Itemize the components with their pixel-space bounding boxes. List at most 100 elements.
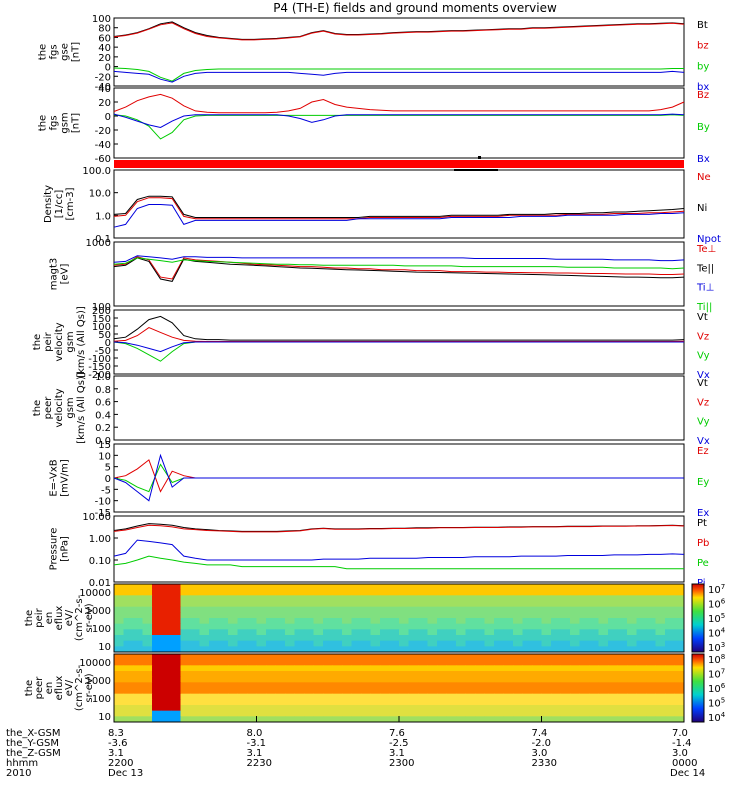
spectrogram-cell: [475, 635, 485, 642]
spectrogram-cell: [541, 612, 552, 619]
spectrogram-cell: [342, 584, 352, 591]
spectrogram-cell: [114, 606, 124, 613]
spectrogram-cell: [674, 623, 685, 630]
spectrogram-cell: [332, 601, 343, 608]
spectrogram-cell: [323, 710, 333, 717]
spectrogram-cell: [361, 705, 371, 712]
spectrogram-cell: [627, 623, 637, 630]
spectrogram-cell: [114, 646, 124, 653]
spectrogram-cell: [380, 606, 390, 613]
spectrogram-cell: [646, 693, 656, 700]
spectrogram-cell: [522, 705, 533, 712]
spectrogram-cell: [389, 671, 400, 678]
spectrogram-cell: [142, 646, 153, 653]
spectrogram-cell: [294, 629, 305, 636]
spectrogram-cell: [332, 659, 343, 666]
spectrogram-cell: [665, 654, 675, 661]
spectrogram-cell: [161, 606, 172, 613]
spectrogram-cell: [199, 705, 210, 712]
spectrogram-cell: [190, 676, 200, 683]
y-tick-label: -200: [88, 370, 111, 381]
spectrogram-cell: [218, 654, 229, 661]
spectrogram-cell: [237, 671, 248, 678]
spectrogram-cell: [589, 693, 599, 700]
spectrogram-cell: [617, 693, 628, 700]
spectrogram-cell: [304, 640, 314, 647]
spectrogram-cell: [551, 716, 561, 723]
spectrogram-cell: [342, 676, 352, 683]
spectrogram-cell: [171, 654, 181, 661]
spectrogram-cell: [674, 710, 685, 717]
spectrogram-cell: [161, 705, 172, 712]
colorbar-tick-label: 105: [708, 612, 725, 625]
spectrogram-cell: [171, 665, 181, 672]
spectrogram-cell: [674, 646, 685, 653]
spectrogram-cell: [152, 699, 162, 706]
spectrogram-cell: [399, 646, 409, 653]
spectrogram-cell: [475, 623, 485, 630]
spectrogram-cell: [256, 640, 267, 647]
spectrogram-cell: [627, 595, 637, 602]
spectrogram-cell: [161, 601, 172, 608]
spectrogram-y-tick-label: 1000: [86, 606, 111, 617]
spectrogram-cell: [541, 623, 552, 630]
spectrogram-cell: [636, 710, 647, 717]
spectrogram-cell: [313, 606, 324, 613]
spectrogram-cell: [532, 654, 542, 661]
spectrogram-cell: [180, 671, 191, 678]
spectrogram-cell: [446, 646, 457, 653]
spectrogram-cell: [304, 635, 314, 642]
spectrogram-cell: [370, 716, 381, 723]
spectrogram-cell: [589, 682, 599, 689]
spectrogram-cell: [361, 606, 371, 613]
spectrogram-cell: [228, 705, 238, 712]
year-label: 2010: [6, 768, 31, 779]
spectrogram-cell: [522, 693, 533, 700]
spectrogram-cell: [228, 676, 238, 683]
spectrogram-cell: [294, 716, 305, 723]
spectrogram-cell: [665, 682, 675, 689]
spectrogram-cell: [142, 659, 153, 666]
spectrogram-cell: [332, 716, 343, 723]
spectrogram-cell: [418, 716, 428, 723]
spectrogram-cell: [636, 699, 647, 706]
spectrogram-cell: [180, 601, 191, 608]
spectrogram-cell: [180, 646, 191, 653]
spectrogram-cell: [180, 659, 191, 666]
spectrogram-cell: [294, 665, 305, 672]
spectrogram-peer_eflux: 10000100010010thepeerenefluxeV/(cm^2-s-s…: [24, 653, 726, 724]
spectrogram-cell: [323, 595, 333, 602]
spectrogram-cell: [465, 635, 476, 642]
spectrogram-cell: [437, 640, 447, 647]
spectrogram-cell: [380, 699, 390, 706]
spectrogram-cell: [627, 665, 637, 672]
spectrogram-cell: [437, 618, 447, 625]
spectrogram-cell: [123, 635, 134, 642]
spectrogram-cell: [674, 693, 685, 700]
spectrogram-cell: [418, 595, 428, 602]
spectrogram-cell: [275, 601, 286, 608]
start-date-label: Dec 13: [108, 768, 143, 779]
spectrogram-cell: [142, 688, 153, 695]
spectrogram-cell: [475, 671, 485, 678]
spectrogram-cell: [484, 595, 495, 602]
spectrogram-cell: [294, 654, 305, 661]
spectrogram-cell: [161, 716, 172, 723]
spectrogram-cell: [361, 595, 371, 602]
spectrogram-cell: [114, 623, 124, 630]
spectrogram-cell: [446, 612, 457, 619]
spectrogram-cell: [418, 693, 428, 700]
spectrogram-cell: [294, 659, 305, 666]
spectrogram-cell: [541, 671, 552, 678]
legend-Ti||: Ti||: [696, 302, 712, 313]
spectrogram-cell: [617, 584, 628, 591]
spectrogram-cell: [380, 612, 390, 619]
spectrogram-cell: [294, 589, 305, 596]
spectrogram-cell: [161, 646, 172, 653]
spectrogram-cell: [484, 584, 495, 591]
spectrogram-cell: [275, 705, 286, 712]
spectrogram-cell: [114, 589, 124, 596]
spectrogram-cell: [513, 606, 523, 613]
